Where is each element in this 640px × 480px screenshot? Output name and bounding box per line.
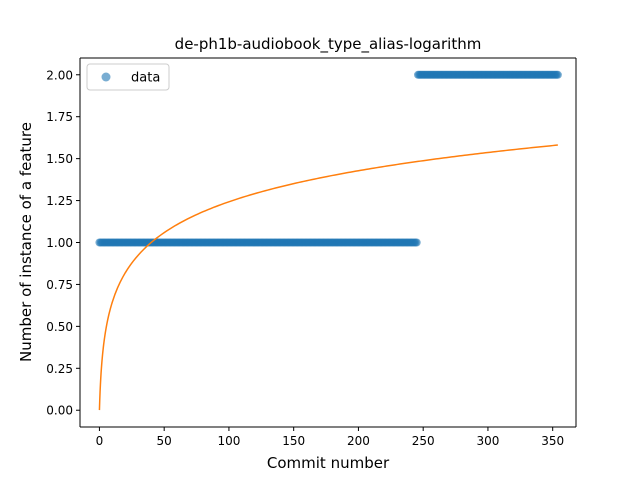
legend: data bbox=[86, 63, 170, 91]
y-tick-label: 0.00 bbox=[46, 404, 73, 418]
x-axis-label: Commit number bbox=[267, 454, 390, 472]
data-point bbox=[553, 70, 562, 79]
legend-marker-data bbox=[101, 72, 111, 82]
x-tick-label: 150 bbox=[282, 434, 305, 448]
y-axis-label: Number of instance of a feature bbox=[17, 122, 35, 362]
data-layer bbox=[95, 70, 562, 411]
x-tick-label: 250 bbox=[412, 434, 435, 448]
scatter-series-data bbox=[95, 70, 562, 247]
y-tick-label: 0.50 bbox=[46, 320, 73, 334]
x-axis-ticks: 0 50 100 150 200 250 300 350 bbox=[96, 427, 564, 448]
y-tick-label: 1.75 bbox=[46, 110, 73, 124]
x-tick-label: 200 bbox=[347, 434, 370, 448]
x-tick-label: 350 bbox=[541, 434, 564, 448]
plot-area: 0 50 100 150 200 250 300 350 0.00 0.25 0.50 0.75 1.… bbox=[46, 57, 577, 448]
legend-box bbox=[86, 63, 170, 91]
y-tick-label: 0.75 bbox=[46, 278, 73, 292]
legend-label-data: data bbox=[131, 71, 160, 86]
x-tick-label: 0 bbox=[96, 434, 104, 448]
x-tick-label: 100 bbox=[217, 434, 240, 448]
chart-title: de-ph1b-audiobook_type_alias-logarithm bbox=[175, 35, 482, 54]
y-tick-label: 0.25 bbox=[46, 362, 73, 376]
y-tick-label: 1.50 bbox=[46, 152, 73, 166]
y-tick-label: 2.00 bbox=[46, 68, 73, 82]
y-tick-label: 1.25 bbox=[46, 194, 73, 208]
y-tick-label: 1.00 bbox=[46, 236, 73, 250]
y-axis-ticks: 0.00 0.25 0.50 0.75 1.00 1.25 1.50 1.75 2.00 bbox=[46, 68, 80, 418]
data-point bbox=[412, 238, 421, 247]
fit-line bbox=[98, 144, 558, 411]
axes-frame bbox=[79, 57, 577, 428]
x-tick-label: 50 bbox=[157, 434, 172, 448]
x-tick-label: 300 bbox=[476, 434, 499, 448]
